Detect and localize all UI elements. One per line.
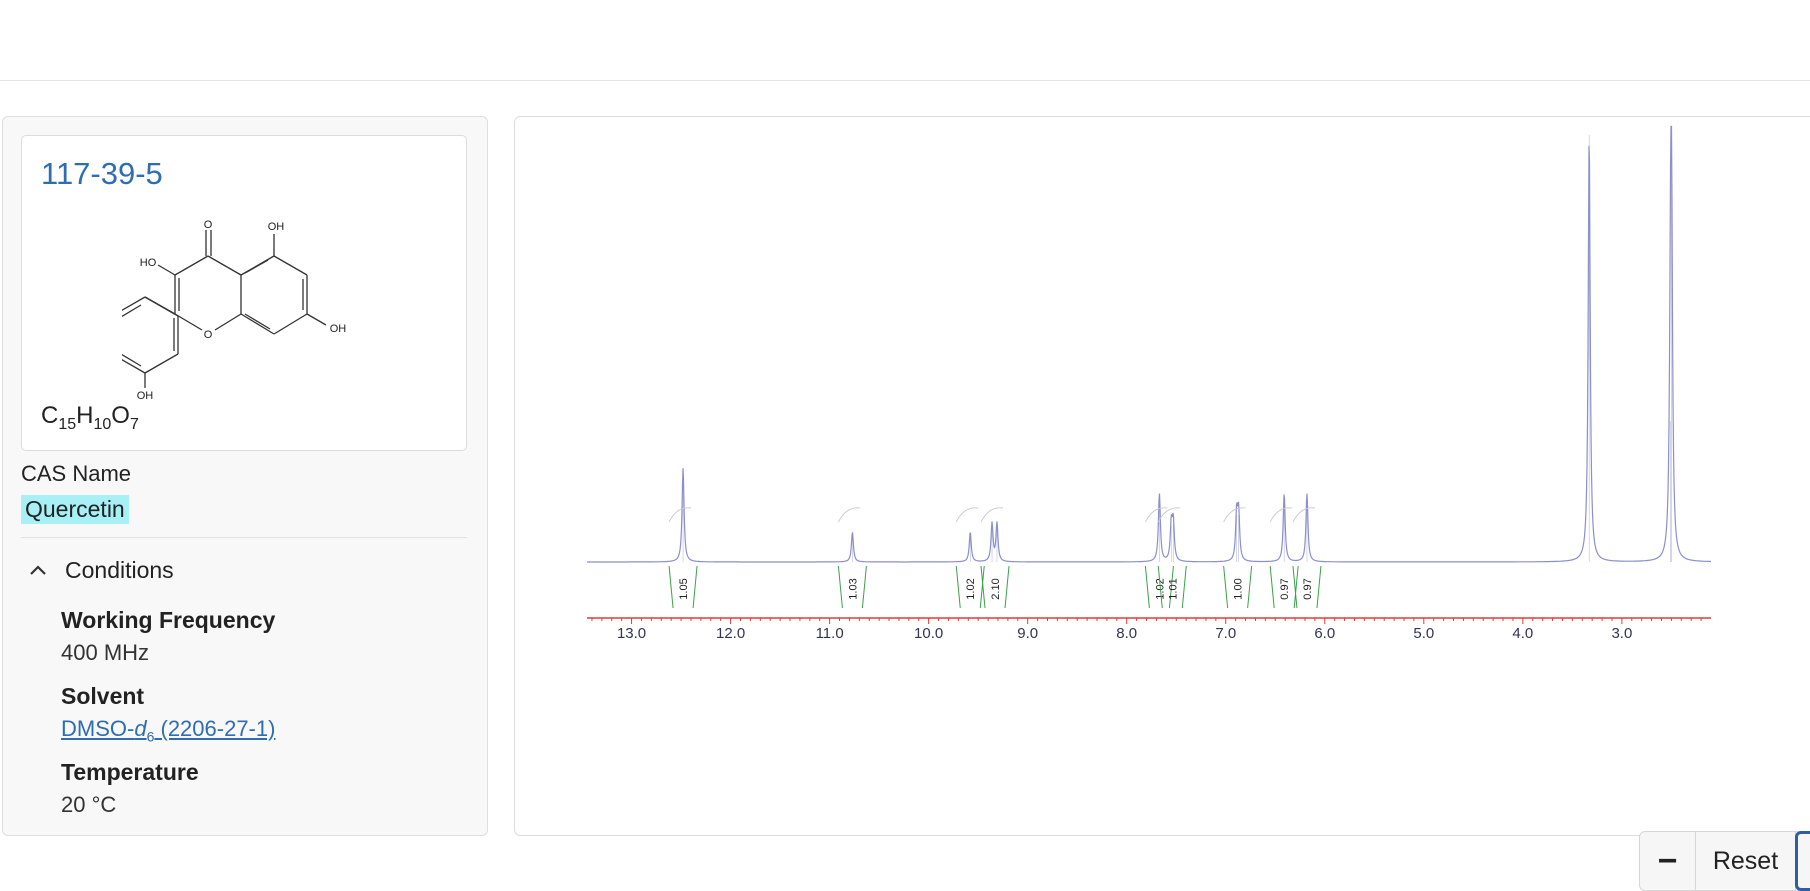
x-tick-label-8: 5.0 xyxy=(1413,625,1434,642)
solvent-link[interactable]: DMSO-d6 (2206-27-1) xyxy=(61,716,275,744)
structure-bonds xyxy=(122,230,327,388)
x-tick-label-0: 13.0 xyxy=(617,625,646,642)
top-header-bar xyxy=(0,0,1810,81)
formula-element-o: O xyxy=(111,402,130,429)
solvent-prefix: DMSO- xyxy=(61,716,135,741)
integration-label-7: 0.97 xyxy=(1279,578,1291,599)
zoom-reset-button[interactable]: Reset xyxy=(1696,832,1796,890)
conditions-title: Conditions xyxy=(65,557,174,583)
frequency-value: 400 MHz xyxy=(61,640,150,665)
formula-count-o: 7 xyxy=(129,415,139,433)
x-tick-label-4: 9.0 xyxy=(1017,625,1038,642)
integration-mark-4 xyxy=(1144,507,1174,609)
frequency-property: Working Frequency 400 MHz xyxy=(61,607,275,666)
temperature-property: Temperature 20 °C xyxy=(61,759,199,818)
cas-name-label: CAS Name xyxy=(21,461,132,486)
temperature-value: 20 °C xyxy=(61,792,117,817)
chemical-structure-diagram: O OH HO OH O HO OH xyxy=(122,219,347,401)
formula-count-c: 15 xyxy=(58,415,77,433)
structure-atom-o-carbonyl: O xyxy=(204,219,213,231)
nmr-spectrum-chart[interactable]: 1.05 1.03 1.02 2.10 1.02 1.01 1.00 0.97 0.9713.0… xyxy=(515,117,1810,817)
solvent-property: Solvent DMSO-d6 (2206-27-1) xyxy=(61,683,275,744)
chevron-up-icon xyxy=(30,564,46,575)
integration-mark-8 xyxy=(1292,507,1322,609)
structure-atom-oh-7: OH xyxy=(330,323,347,335)
solvent-suffix: (2206-27-1) xyxy=(154,716,276,741)
structure-atom-oh-5: OH xyxy=(268,221,285,233)
frequency-label: Working Frequency xyxy=(61,607,276,633)
integration-label-0: 1.05 xyxy=(678,578,690,599)
integration-mark-2 xyxy=(955,507,985,609)
structure-atom-oh-3: HO xyxy=(140,257,157,269)
zoom-in-button[interactable]: + xyxy=(1795,831,1810,891)
spectrum-panel: 1.05 1.03 1.02 2.10 1.02 1.01 1.00 0.97 0.97 13.0… xyxy=(514,116,1810,891)
integration-mark-0 xyxy=(668,507,698,609)
x-tick-label-5: 8.0 xyxy=(1116,625,1137,642)
solvent-subscript: 6 xyxy=(146,728,155,745)
x-tick-label-9: 4.0 xyxy=(1512,625,1533,642)
formula-element-c: C xyxy=(41,402,59,429)
structure-atom-oh-3p: OH xyxy=(137,390,154,401)
integration-mark-5 xyxy=(1157,507,1187,609)
integration-mark-6 xyxy=(1223,507,1253,609)
integration-label-1: 1.03 xyxy=(847,578,859,599)
x-tick-label-7: 6.0 xyxy=(1314,625,1335,642)
cas-name-value: Quercetin xyxy=(21,495,129,524)
integration-label-6: 1.00 xyxy=(1233,578,1245,599)
section-divider xyxy=(21,537,467,538)
integration-mark-1 xyxy=(837,507,867,609)
compound-card: 117-39-5 xyxy=(21,135,467,451)
compound-sidebar: 117-39-5 xyxy=(2,116,488,836)
x-tick-label-6: 7.0 xyxy=(1215,625,1236,642)
formula-element-h: H xyxy=(76,402,94,429)
temperature-label: Temperature xyxy=(61,759,199,785)
integration-mark-3 xyxy=(980,507,1010,609)
conditions-toggle[interactable]: Conditions xyxy=(25,557,174,584)
integration-label-8: 0.97 xyxy=(1302,578,1314,599)
zoom-controls: − Reset + xyxy=(1639,831,1810,891)
solvent-label: Solvent xyxy=(61,683,145,709)
x-tick-label-10: 3.0 xyxy=(1611,625,1632,642)
integration-label-2: 1.02 xyxy=(965,578,977,599)
integration-label-5: 1.01 xyxy=(1167,578,1179,599)
formula-count-h: 10 xyxy=(93,415,112,433)
integration-mark-7 xyxy=(1269,507,1299,609)
x-tick-label-2: 11.0 xyxy=(816,625,844,642)
integration-label-3: 2.10 xyxy=(990,578,1002,599)
molecular-formula: C15H10O7 xyxy=(41,402,139,434)
zoom-out-button[interactable]: − xyxy=(1640,832,1696,890)
x-tick-label-1: 12.0 xyxy=(716,625,745,642)
structure-atom-o-ring: O xyxy=(204,329,213,341)
spectrum-trace xyxy=(587,125,1711,563)
cas-number-link[interactable]: 117-39-5 xyxy=(41,156,163,191)
x-tick-label-3: 10.0 xyxy=(914,625,943,642)
solvent-italic: d xyxy=(134,716,147,741)
